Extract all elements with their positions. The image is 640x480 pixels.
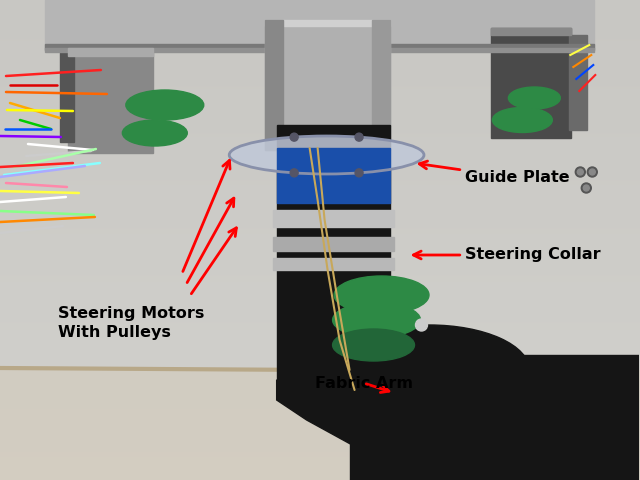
Ellipse shape — [333, 329, 415, 361]
Circle shape — [589, 169, 595, 175]
Bar — [273, 210, 394, 227]
Circle shape — [583, 185, 589, 191]
Bar — [265, 20, 390, 26]
Circle shape — [575, 167, 586, 177]
Ellipse shape — [508, 87, 561, 109]
Bar — [45, 44, 595, 50]
Bar — [492, 28, 572, 138]
Circle shape — [290, 169, 298, 177]
Ellipse shape — [333, 302, 420, 337]
Text: Steering Motors
With Pulleys: Steering Motors With Pulleys — [58, 306, 204, 340]
Circle shape — [588, 167, 597, 177]
Circle shape — [355, 169, 363, 177]
Bar — [276, 148, 390, 203]
Bar — [265, 20, 390, 150]
Text: Fabric Arm: Fabric Arm — [315, 375, 413, 393]
Bar — [492, 28, 572, 35]
Circle shape — [415, 319, 428, 331]
Circle shape — [581, 183, 591, 193]
Ellipse shape — [330, 325, 529, 415]
Ellipse shape — [229, 136, 424, 174]
Bar — [273, 258, 394, 270]
Bar — [273, 237, 394, 251]
Bar — [60, 52, 74, 142]
Ellipse shape — [334, 276, 429, 314]
Bar — [68, 48, 153, 56]
Ellipse shape — [122, 120, 188, 146]
Bar — [68, 48, 153, 153]
Text: Steering Collar: Steering Collar — [413, 248, 601, 263]
Circle shape — [290, 133, 298, 141]
Bar — [45, 48, 595, 52]
Bar — [570, 35, 588, 130]
Bar — [45, 0, 595, 48]
Text: Guide Plate: Guide Plate — [419, 161, 570, 185]
Polygon shape — [276, 380, 639, 480]
Circle shape — [355, 133, 363, 141]
Bar — [372, 20, 390, 150]
Bar — [276, 125, 390, 380]
Circle shape — [577, 169, 583, 175]
Ellipse shape — [126, 90, 204, 120]
Ellipse shape — [492, 108, 552, 132]
Bar — [265, 20, 283, 150]
Bar — [349, 355, 639, 480]
